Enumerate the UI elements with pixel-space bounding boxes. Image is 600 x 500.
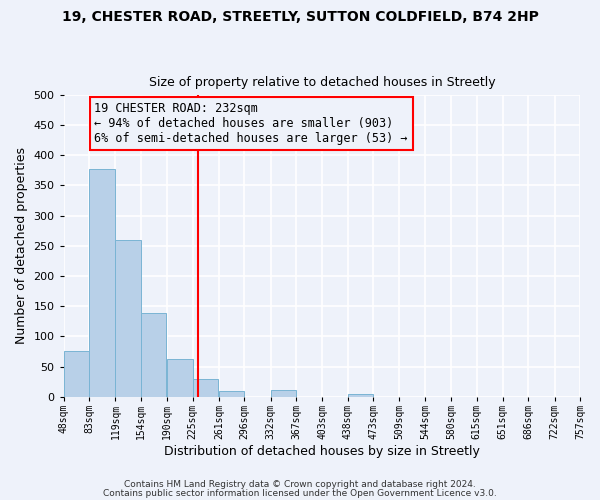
Y-axis label: Number of detached properties: Number of detached properties [15,148,28,344]
X-axis label: Distribution of detached houses by size in Streetly: Distribution of detached houses by size … [164,444,480,458]
Bar [115,240,141,397]
Text: Contains HM Land Registry data © Crown copyright and database right 2024.: Contains HM Land Registry data © Crown c… [124,480,476,489]
Bar [141,314,166,397]
Title: Size of property relative to detached houses in Streetly: Size of property relative to detached ho… [149,76,495,90]
Bar [580,394,600,397]
Bar [64,352,89,397]
Bar [348,394,373,397]
Bar [271,390,296,397]
Bar [167,360,193,397]
Bar [89,168,115,397]
Text: 19 CHESTER ROAD: 232sqm
← 94% of detached houses are smaller (903)
6% of semi-de: 19 CHESTER ROAD: 232sqm ← 94% of detache… [94,102,408,145]
Bar [219,390,244,397]
Text: 19, CHESTER ROAD, STREETLY, SUTTON COLDFIELD, B74 2HP: 19, CHESTER ROAD, STREETLY, SUTTON COLDF… [62,10,538,24]
Bar [193,378,218,397]
Text: Contains public sector information licensed under the Open Government Licence v3: Contains public sector information licen… [103,489,497,498]
